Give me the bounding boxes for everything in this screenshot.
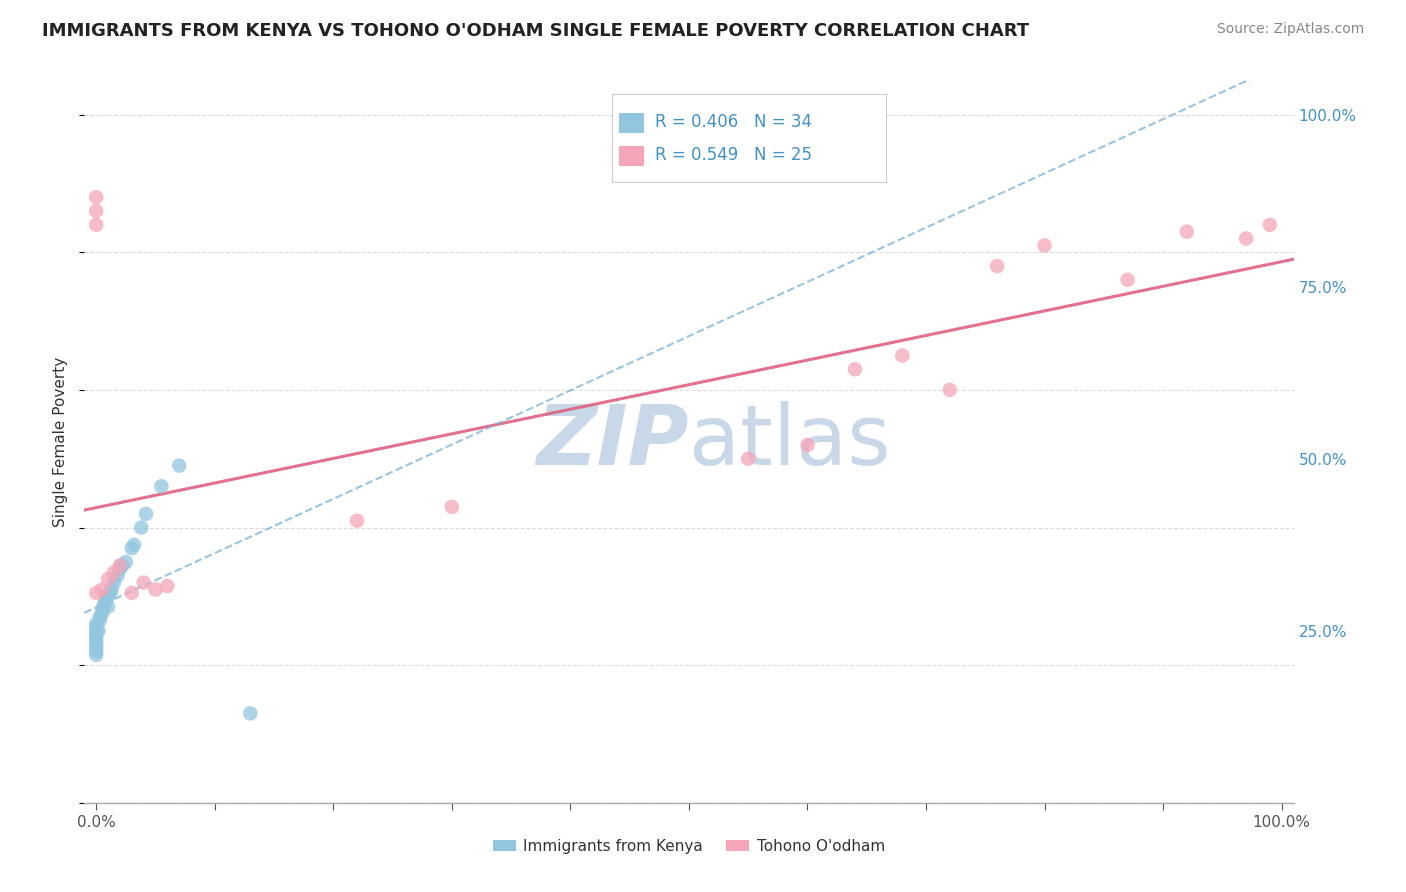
Point (84, 631, 107, 645)
Point (84, 644, 107, 658)
Point (103, 566, 125, 580)
Point (1175, 225, 1198, 239)
Point (891, 349, 914, 363)
Text: atlas: atlas (689, 401, 890, 482)
Point (844, 362, 866, 376)
Point (97, 572, 120, 586)
Point (84, 620, 107, 634)
Point (84, 627, 107, 641)
Point (100, 582, 122, 597)
Point (1116, 273, 1139, 287)
Text: R = 0.549   N = 25: R = 0.549 N = 25 (655, 146, 813, 164)
Point (121, 541, 143, 556)
Point (108, 562, 131, 576)
Point (115, 555, 138, 569)
Point (1258, 218, 1281, 232)
Point (89, 610, 111, 624)
Point (122, 538, 145, 552)
Point (1033, 238, 1056, 252)
Point (84, 218, 107, 232)
Point (93, 596, 115, 610)
Point (84, 640, 107, 655)
Text: Source: ZipAtlas.com: Source: ZipAtlas.com (1216, 22, 1364, 37)
Point (132, 575, 155, 590)
Point (91, 607, 114, 621)
Point (97, 599, 120, 614)
Point (156, 579, 179, 593)
Point (89, 614, 111, 628)
Point (84, 204, 107, 219)
Point (84, 634, 107, 648)
Point (97, 590, 120, 604)
Point (111, 558, 134, 573)
Point (91, 599, 114, 614)
Point (84, 638, 107, 652)
Point (135, 507, 157, 521)
Point (129, 520, 152, 534)
Text: ZIP: ZIP (536, 401, 689, 482)
Point (91, 582, 114, 597)
Point (938, 383, 960, 397)
Legend: Immigrants from Kenya, Tohono O'odham: Immigrants from Kenya, Tohono O'odham (486, 833, 891, 860)
Text: IMMIGRANTS FROM KENYA VS TOHONO O'ODHAM SINGLE FEMALE POVERTY CORRELATION CHART: IMMIGRANTS FROM KENYA VS TOHONO O'ODHAM … (42, 22, 1029, 40)
Point (145, 582, 167, 597)
Point (103, 575, 125, 590)
Point (94, 592, 117, 607)
Point (84, 624, 107, 638)
Point (84, 616, 107, 631)
Point (346, 514, 368, 528)
Point (107, 568, 129, 582)
Text: R = 0.406   N = 34: R = 0.406 N = 34 (655, 113, 813, 131)
Point (84, 648, 107, 662)
Point (167, 458, 190, 473)
Point (239, 706, 262, 721)
Point (796, 438, 818, 452)
Point (91, 603, 114, 617)
Point (100, 586, 122, 600)
Y-axis label: Single Female Poverty: Single Female Poverty (53, 357, 69, 526)
Point (440, 500, 463, 514)
Point (87, 624, 110, 638)
Point (84, 190, 107, 204)
Point (108, 558, 131, 573)
Point (121, 586, 143, 600)
Point (986, 259, 1008, 273)
Point (84, 586, 107, 600)
Point (737, 451, 759, 466)
Point (150, 479, 173, 493)
Point (1234, 231, 1257, 245)
